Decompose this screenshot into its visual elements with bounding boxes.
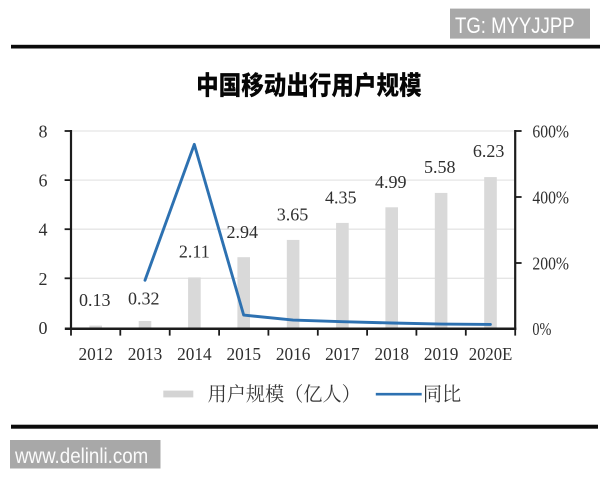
svg-text:4.35: 4.35: [325, 187, 357, 207]
svg-text:200%: 200%: [532, 254, 569, 274]
svg-text:400%: 400%: [532, 188, 569, 208]
svg-text:TG: MYYJJPP: TG: MYYJJPP: [455, 13, 575, 38]
svg-text:2012: 2012: [78, 344, 113, 364]
svg-text:0%: 0%: [532, 319, 551, 339]
svg-text:4: 4: [39, 220, 48, 240]
svg-text:2014: 2014: [177, 344, 212, 364]
svg-text:2017: 2017: [325, 344, 360, 364]
svg-text:600%: 600%: [532, 122, 569, 142]
svg-text:2018: 2018: [375, 344, 410, 364]
svg-text:3.65: 3.65: [277, 204, 309, 224]
svg-text:2016: 2016: [276, 344, 311, 364]
svg-text:2019: 2019: [424, 344, 459, 364]
svg-text:6: 6: [39, 171, 48, 191]
svg-text:0.13: 0.13: [79, 290, 111, 310]
svg-text:www.delinli.com: www.delinli.com: [14, 445, 148, 468]
svg-text:0.32: 0.32: [128, 289, 160, 309]
svg-text:2.11: 2.11: [179, 241, 210, 261]
svg-text:8: 8: [39, 122, 48, 142]
svg-text:4.99: 4.99: [375, 172, 407, 192]
svg-text:2013: 2013: [128, 344, 163, 364]
svg-text:5.58: 5.58: [424, 157, 456, 177]
svg-text:2015: 2015: [226, 344, 261, 364]
svg-text:2020E: 2020E: [469, 344, 513, 364]
svg-text:6.23: 6.23: [473, 141, 505, 161]
svg-text:2: 2: [39, 269, 48, 289]
svg-text:2.94: 2.94: [226, 222, 258, 242]
svg-text:0: 0: [39, 318, 48, 338]
